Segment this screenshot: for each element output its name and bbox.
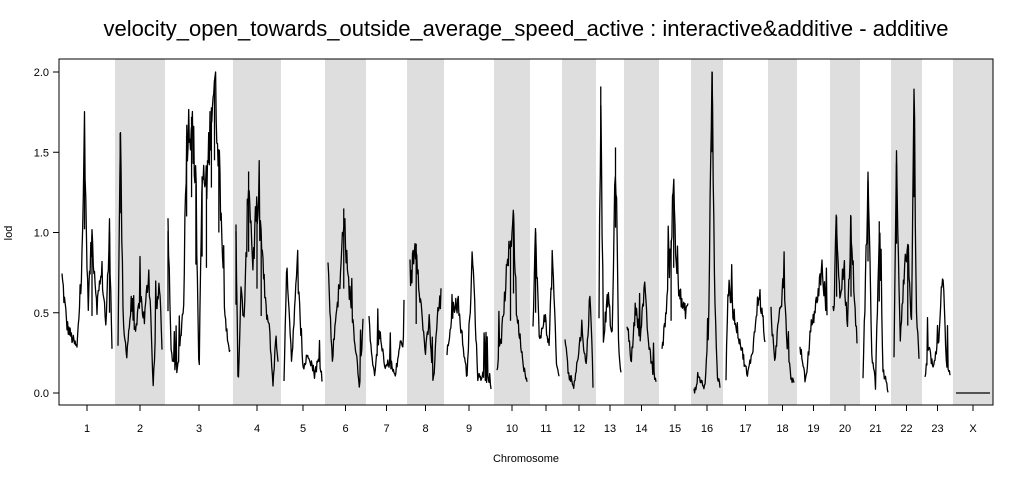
x-tick-label-3: 3 [196, 423, 202, 435]
lod-series-chr-2 [117, 131, 163, 387]
x-tick-label-6: 6 [342, 423, 348, 435]
x-tick-label-17: 17 [739, 423, 751, 435]
x-tick-label-22: 22 [900, 423, 912, 435]
x-tick-label-11: 11 [540, 423, 551, 435]
x-tick-label-20: 20 [839, 423, 851, 435]
lod-series-chr-22 [893, 88, 920, 359]
x-tick-label-16: 16 [701, 423, 713, 435]
x-tick-label-1: 1 [84, 423, 90, 435]
x-tick-label-4: 4 [254, 423, 260, 435]
x-tick-label-7: 7 [383, 423, 389, 435]
y-tick-label-1.0: 1.0 [34, 228, 49, 240]
band-chr-20 [830, 59, 860, 405]
band-chr-X [953, 59, 993, 405]
x-tick-label-2: 2 [137, 423, 143, 435]
x-tick-label-21: 21 [869, 423, 881, 435]
lod-series-chr-16 [693, 71, 721, 394]
lod-series-chr-6 [327, 217, 364, 388]
lod-series-chr-7 [368, 299, 405, 377]
x-tick-label-5: 5 [300, 423, 306, 435]
band-chr-2 [115, 59, 165, 405]
lod-series-chr-13 [598, 105, 622, 373]
x-tick-label-18: 18 [776, 423, 788, 435]
x-tick-label-13: 13 [604, 423, 616, 435]
lod-series-chr-9 [446, 251, 492, 390]
x-tick-label-X: X [969, 423, 977, 435]
lod-series-chr-8 [409, 242, 442, 382]
lod-series-chr-12 [564, 295, 594, 390]
x-tick-label-23: 23 [931, 423, 943, 435]
lod-series-chr-5 [283, 249, 323, 382]
lod-series-chr-11 [532, 227, 560, 377]
x-tick-label-14: 14 [635, 423, 647, 435]
band-chr-18 [768, 59, 797, 405]
chart-title: velocity_open_towards_outside_average_sp… [103, 16, 948, 41]
x-tick-label-12: 12 [573, 423, 585, 435]
y-tick-label-0.0: 0.0 [34, 388, 49, 400]
y-tick-label-0.5: 0.5 [34, 308, 49, 320]
x-axis: 1 2 3 4 5 6 7 8 9 10 11 12 13 14 15 16 17 18 19 20 21 22 23 X [84, 405, 977, 435]
lod-series-chr-15 [661, 178, 689, 349]
y-axis-label: lod [3, 226, 15, 241]
lod-curves [61, 71, 991, 394]
lod-series-chr-19 [799, 259, 828, 383]
x-tick-label-15: 15 [669, 423, 681, 435]
lod-series-chr-18 [770, 251, 795, 384]
y-axis: 0.0 0.5 1.0 1.5 2.0 [34, 67, 59, 400]
lod-series-chr-17 [725, 263, 766, 381]
x-tick-label-10: 10 [506, 423, 518, 435]
lod-series-chr-14 [626, 281, 657, 382]
lod-series-chr-10 [496, 209, 528, 382]
lod-series-chr-21 [862, 171, 889, 393]
lod-series-chr-3 [167, 71, 231, 374]
x-tick-label-9: 9 [466, 423, 472, 435]
y-tick-label-2.0: 2.0 [34, 67, 49, 79]
y-tick-label-1.5: 1.5 [34, 147, 49, 159]
lod-series-chr-1 [61, 111, 113, 349]
x-tick-label-8: 8 [422, 423, 428, 435]
lod-series-chr-23 [924, 278, 951, 378]
x-tick-label-19: 19 [807, 423, 819, 435]
x-axis-label: Chromosome [493, 453, 559, 465]
